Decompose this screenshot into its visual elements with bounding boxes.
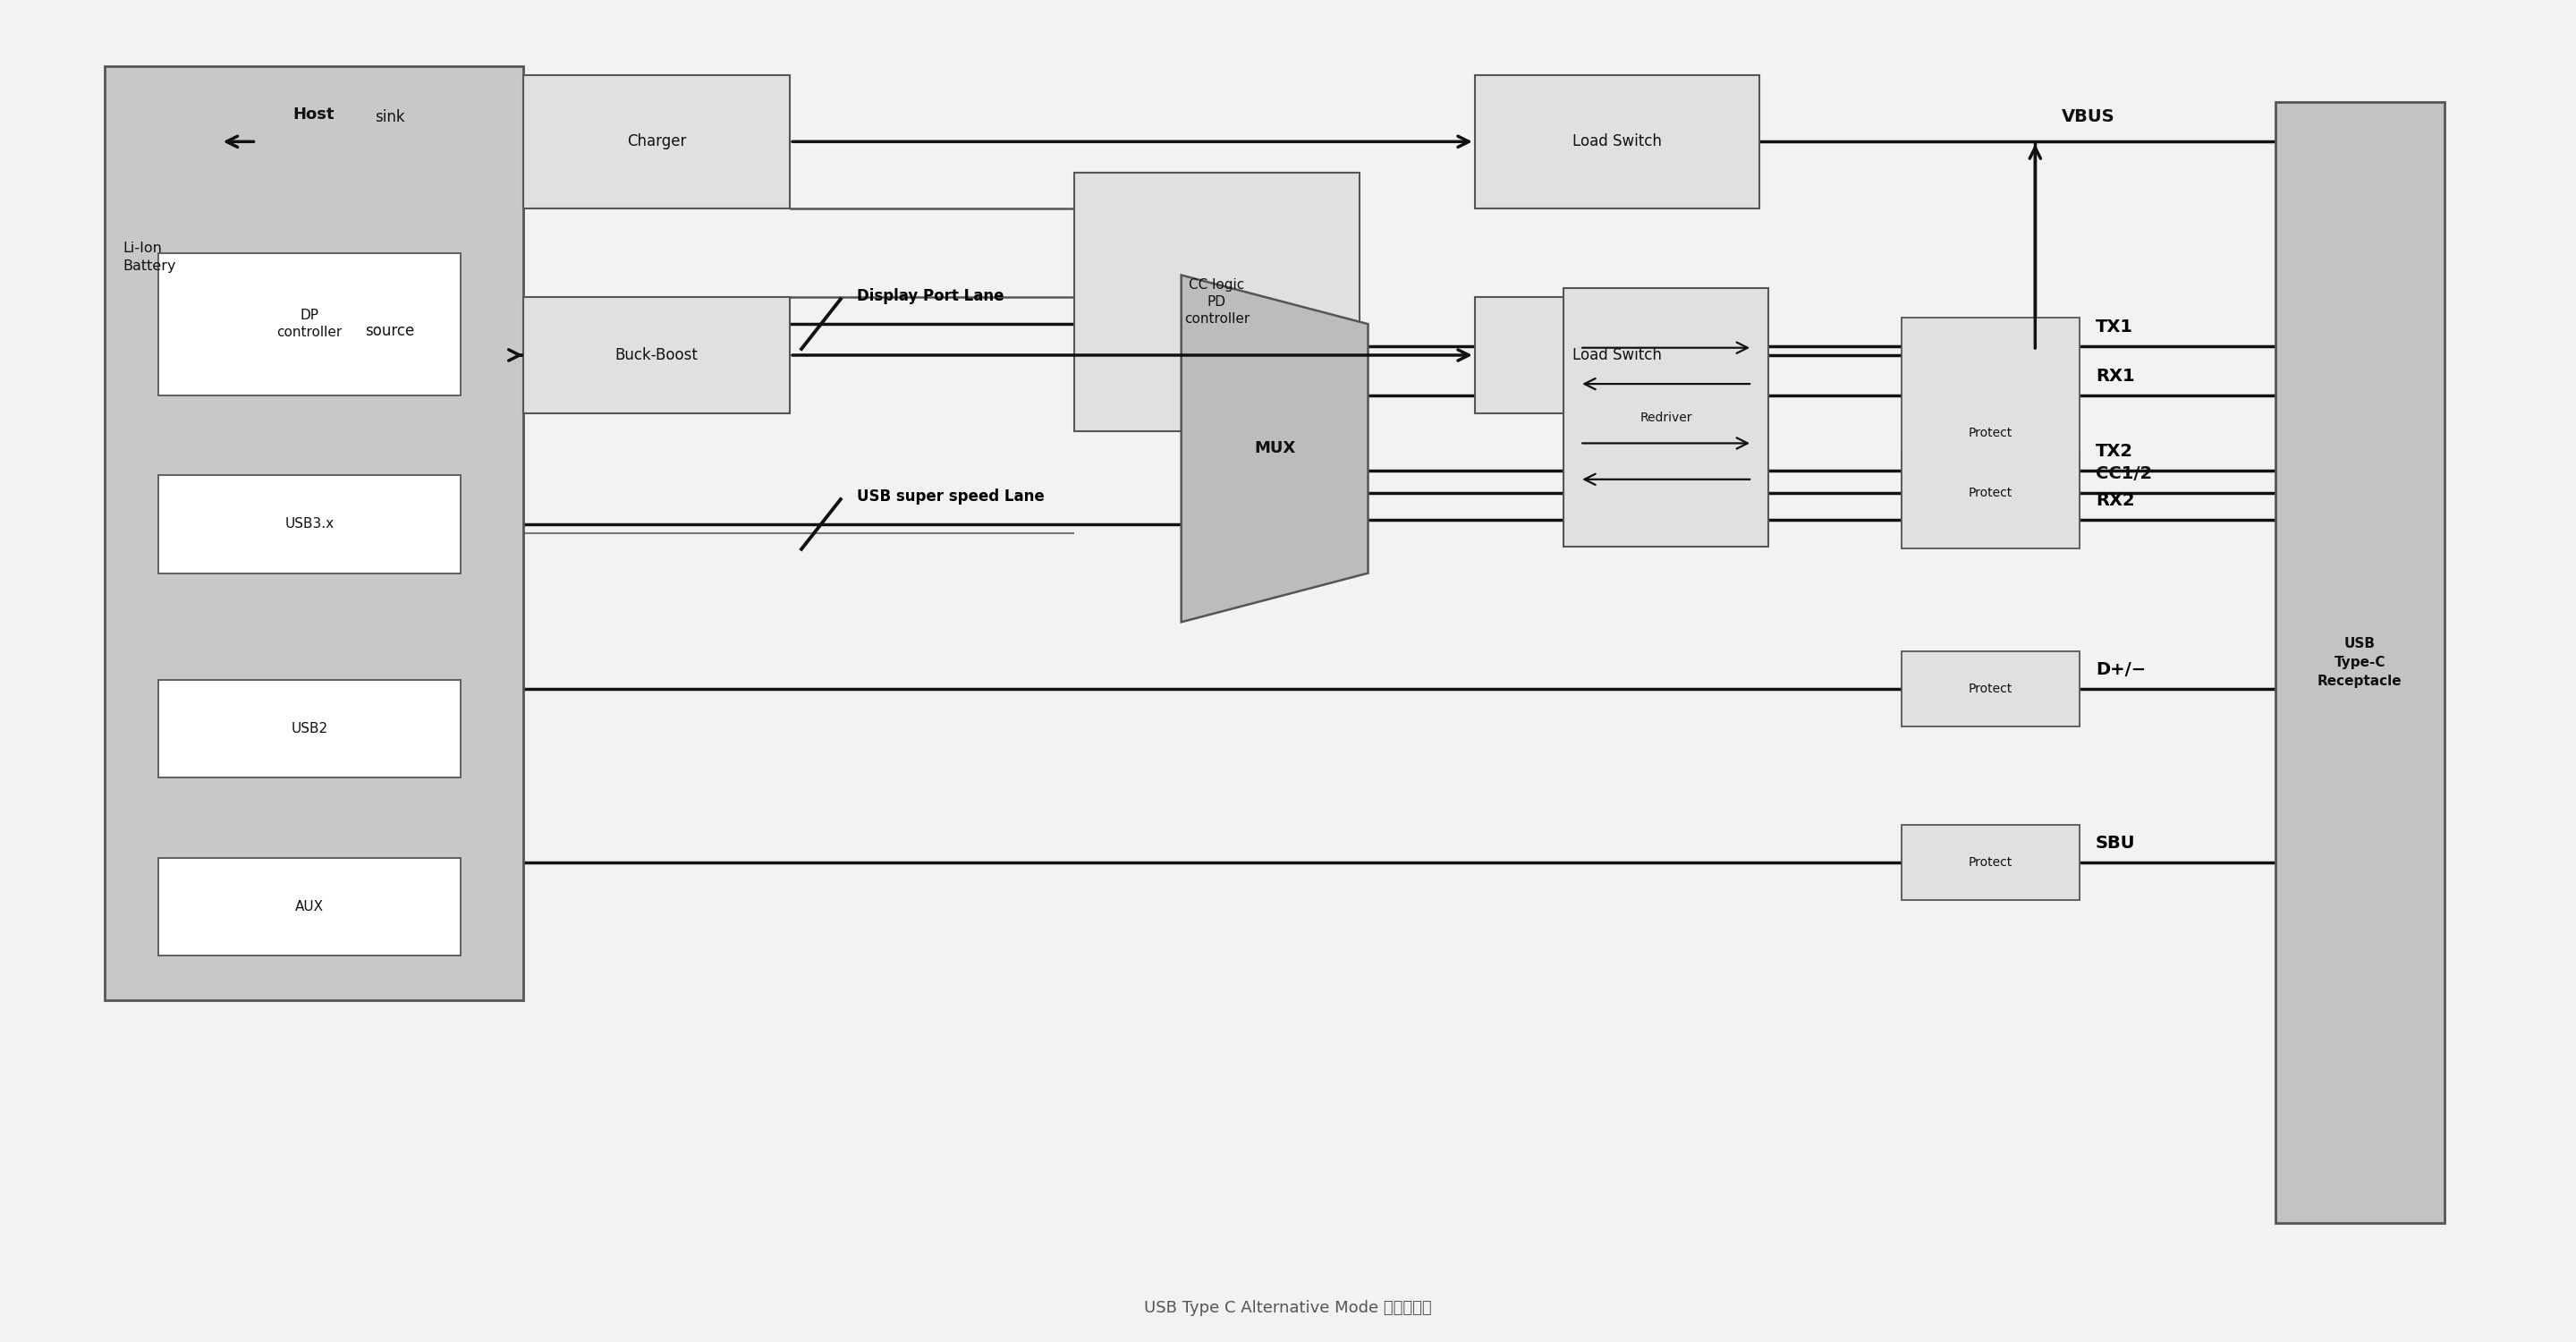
Text: Host: Host — [294, 107, 335, 123]
Text: VBUS: VBUS — [2061, 109, 2115, 126]
Bar — [106, 66, 523, 1000]
Text: CC1/2: CC1/2 — [2097, 466, 2151, 482]
Text: DP
controller: DP controller — [276, 309, 343, 340]
Bar — [1476, 75, 1759, 208]
Bar — [157, 252, 461, 395]
Text: D+/−: D+/− — [2097, 662, 2146, 678]
Bar — [1901, 455, 2079, 531]
Bar — [1476, 298, 1759, 413]
Text: USB Type C Alternative Mode ブロック図: USB Type C Alternative Mode ブロック図 — [1144, 1300, 1432, 1317]
Text: Li-Ion
Battery: Li-Ion Battery — [124, 242, 175, 274]
Text: AUX: AUX — [296, 900, 325, 914]
Bar — [157, 680, 461, 778]
Text: Protect: Protect — [1968, 427, 2012, 439]
Text: RX2: RX2 — [2097, 493, 2136, 509]
Bar — [523, 75, 791, 208]
Text: TX1: TX1 — [2097, 318, 2133, 336]
Text: MUX: MUX — [1255, 440, 1296, 456]
Text: source: source — [366, 323, 415, 340]
Text: Load Switch: Load Switch — [1571, 134, 1662, 150]
Text: TX2: TX2 — [2097, 443, 2133, 460]
Bar — [1901, 651, 2079, 726]
Bar — [2275, 102, 2445, 1223]
Text: Charger: Charger — [626, 134, 685, 150]
Text: USB3.x: USB3.x — [286, 518, 335, 531]
Bar — [523, 298, 791, 413]
Bar — [1074, 173, 1360, 431]
Text: SBU: SBU — [2097, 835, 2136, 852]
Text: Protect: Protect — [1968, 683, 2012, 695]
Bar — [157, 475, 461, 573]
Text: Load Switch: Load Switch — [1571, 348, 1662, 364]
Text: Protect: Protect — [1968, 487, 2012, 499]
Text: Protect: Protect — [1968, 856, 2012, 868]
Bar — [1901, 824, 2079, 900]
Bar — [157, 858, 461, 956]
Polygon shape — [1182, 275, 1368, 623]
Text: USB2: USB2 — [291, 722, 327, 735]
Text: CC logic
PD
controller: CC logic PD controller — [1185, 278, 1249, 326]
Bar — [1901, 318, 2079, 549]
Text: Display Port Lane: Display Port Lane — [858, 289, 1005, 305]
Text: sink: sink — [374, 110, 404, 126]
Text: RX1: RX1 — [2097, 368, 2136, 385]
Text: Redriver: Redriver — [1641, 411, 1692, 424]
Bar — [1564, 289, 1767, 546]
Text: USB super speed Lane: USB super speed Lane — [858, 488, 1043, 505]
Text: Buck-Boost: Buck-Boost — [616, 348, 698, 364]
Text: USB
Type-C
Receptacle: USB Type-C Receptacle — [2318, 636, 2403, 687]
